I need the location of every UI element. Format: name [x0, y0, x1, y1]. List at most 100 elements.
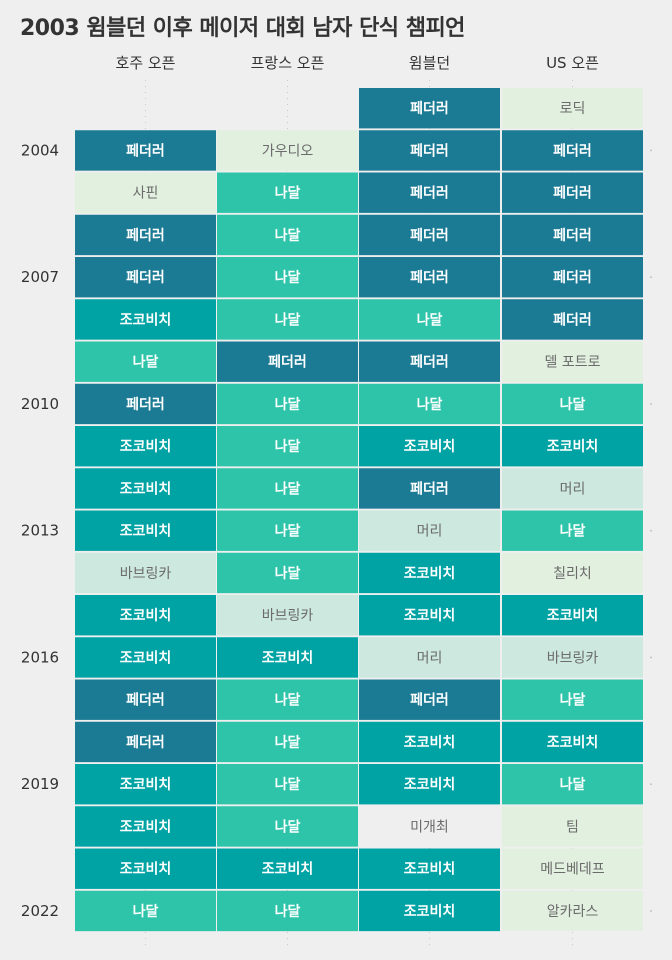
heatmap-cell [502, 510, 643, 551]
cell-label: 조코비치 [547, 439, 599, 455]
year-tick-label: 2004 [21, 141, 59, 159]
heatmap-cell [217, 637, 358, 678]
year-tick-mark [650, 783, 652, 786]
cell-label: 조코비치 [404, 439, 456, 455]
cell-label: 알카라스 [547, 904, 599, 920]
cell-label: 바브링카 [262, 608, 314, 624]
cell-label: 나달 [560, 524, 586, 540]
cell-label: 페더러 [553, 312, 592, 328]
cell-label: 사핀 [133, 186, 159, 202]
year-tick-mark [650, 656, 652, 659]
heatmap-cell [502, 383, 643, 425]
heatmap-cell [75, 510, 216, 551]
heatmap-cell [217, 890, 358, 932]
heatmap-cell [502, 890, 643, 932]
heatmap-cell [359, 299, 500, 340]
heatmap-cell [75, 172, 216, 213]
heatmap-cell [217, 721, 358, 763]
heatmap-cell [75, 130, 216, 171]
cell-label: 나달 [275, 524, 301, 540]
heatmap-cell [217, 510, 358, 551]
column-header: 윔블던 [409, 54, 450, 72]
cell-label: 델 포트로 [545, 355, 601, 371]
heatmap-cell [359, 426, 500, 467]
cell-label: 바브링카 [120, 566, 172, 582]
heatmap-cell [75, 679, 216, 720]
cell-label: 페더러 [126, 270, 165, 286]
heatmap-cell [502, 341, 643, 382]
heatmap-cell [502, 214, 643, 256]
cell-label: 나달 [560, 693, 586, 709]
heatmap-cell [217, 214, 358, 256]
cell-label: 페더러 [410, 693, 449, 709]
cell-label: 나달 [560, 397, 586, 413]
heatmap-cell [217, 130, 358, 171]
cell-label: 페더러 [410, 270, 449, 286]
cell-label: 조코비치 [404, 862, 456, 878]
heatmap-cell [502, 172, 643, 213]
cell-label: 나달 [275, 904, 301, 920]
cell-label: 가우디오 [262, 143, 314, 159]
cell-label: 나달 [275, 819, 301, 835]
cell-label: 조코비치 [404, 777, 456, 793]
heatmap-cell [217, 468, 358, 509]
cell-label: 나달 [275, 312, 301, 328]
year-tick-label: 2022 [21, 902, 59, 920]
heatmap-cell [75, 299, 216, 340]
heatmap-cell [75, 890, 216, 932]
column-header: 호주 오픈 [116, 54, 176, 72]
cell-label: 머리 [417, 650, 443, 666]
cell-label: 나달 [275, 228, 301, 244]
cell-label: 조코비치 [547, 608, 599, 624]
cell-label: 조코비치 [262, 862, 314, 878]
heatmap-cell [502, 679, 643, 720]
year-tick-label: 2016 [21, 648, 59, 666]
heatmap-cell [217, 679, 358, 720]
column-header: US 오픈 [546, 54, 599, 72]
heatmap-cell [75, 637, 216, 678]
cell-label: 페더러 [553, 143, 592, 159]
cell-label: 조코비치 [120, 481, 172, 497]
cell-label: 머리 [560, 481, 586, 497]
heatmap-cell [75, 721, 216, 763]
heatmap-cell [75, 468, 216, 509]
cell-label: 페더러 [126, 735, 165, 751]
cell-label: 조코비치 [120, 650, 172, 666]
cell-label: 페더러 [553, 228, 592, 244]
cell-label: 나달 [560, 777, 586, 793]
cell-label: 조코비치 [120, 439, 172, 455]
heatmap-cell [502, 299, 643, 340]
heatmap-cell [359, 890, 500, 932]
cell-label: 조코비치 [120, 524, 172, 540]
heatmap-cell [502, 848, 643, 889]
heatmap-cell [359, 552, 500, 594]
heatmap-cell [75, 764, 216, 805]
cell-label: 조코비치 [404, 566, 456, 582]
cell-label: 페더러 [268, 355, 307, 371]
heatmap-cell [75, 848, 216, 889]
heatmap-cell [502, 130, 643, 171]
cell-label: 바브링카 [547, 650, 599, 666]
year-tick-mark [650, 529, 652, 532]
cell-label: 나달 [275, 186, 301, 202]
cell-label: 페더러 [553, 186, 592, 202]
heatmap-cell [75, 383, 216, 425]
year-tick-label: 2013 [21, 522, 59, 540]
heatmap-cell [75, 341, 216, 382]
cell-label: 나달 [275, 777, 301, 793]
cell-label: 칠리치 [553, 566, 592, 582]
heatmap-cell [359, 721, 500, 763]
heatmap-cell [502, 595, 643, 636]
cell-label: 나달 [133, 904, 159, 920]
year-tick-label: 2007 [21, 268, 59, 286]
cell-label: 팀 [566, 819, 579, 835]
cell-label: 페더러 [410, 101, 449, 117]
cell-label: 미개최 [410, 819, 449, 835]
heatmap-cell [75, 214, 216, 256]
cell-label: 나달 [275, 693, 301, 709]
heatmap-cell [217, 341, 358, 382]
heatmap-cell [502, 552, 643, 594]
heatmap-cell [359, 383, 500, 425]
heatmap-cell [359, 130, 500, 171]
heatmap-cell [502, 257, 643, 298]
